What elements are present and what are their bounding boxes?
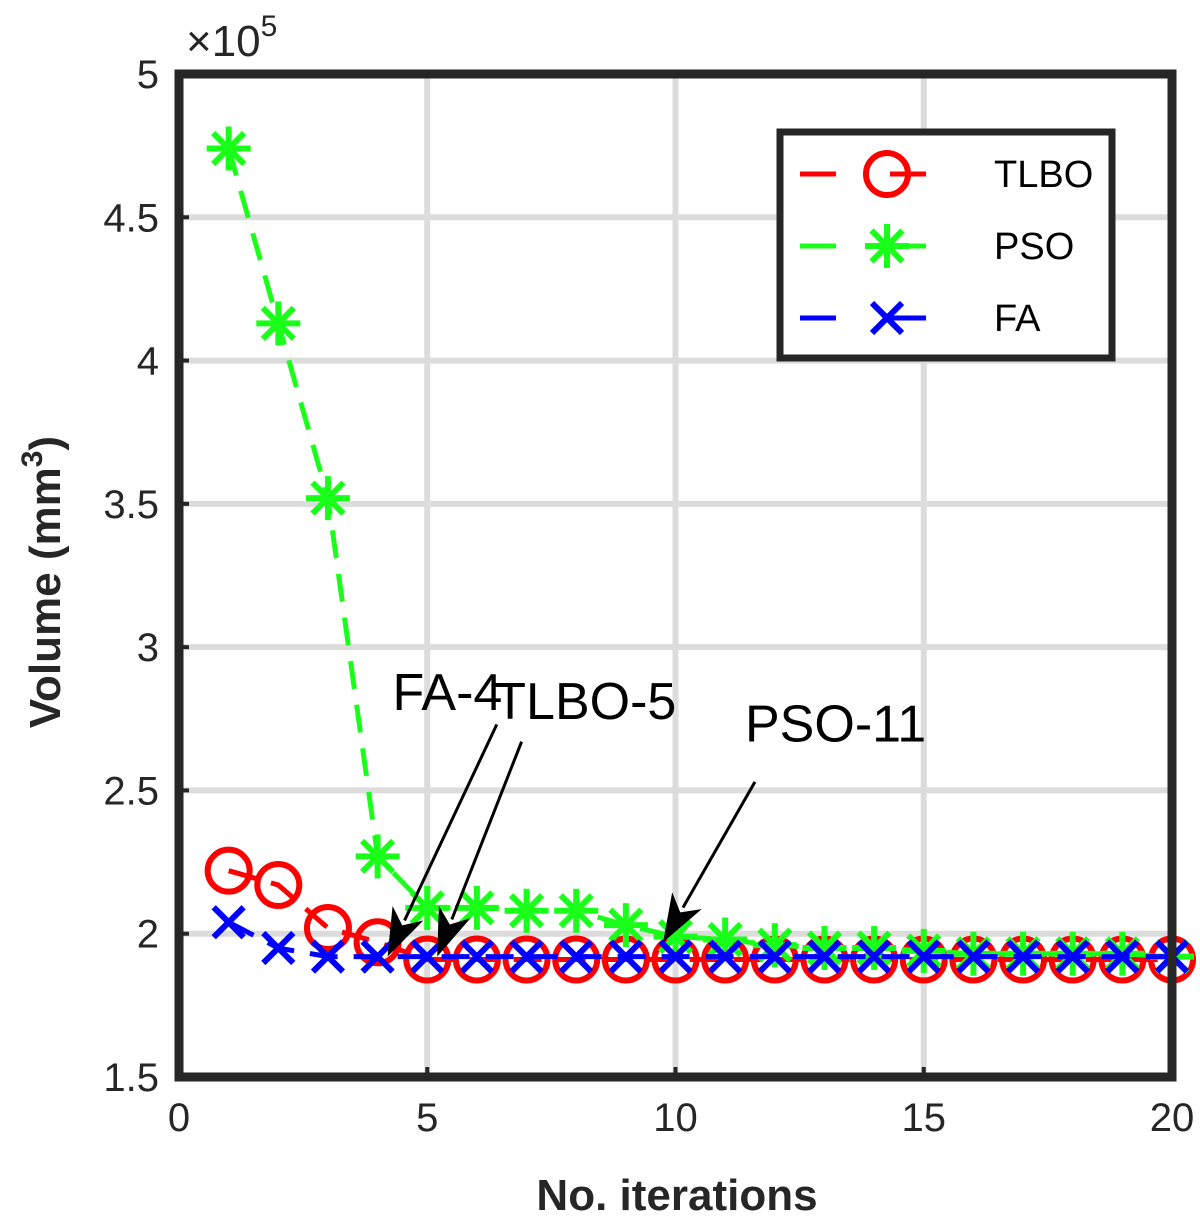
data-point-fa [956,939,991,974]
data-point-pso [355,834,400,879]
y-tick-labels: 1.5 2 2.5 3 3.5 4 4.5 5 [103,53,189,1100]
data-point-tlbo [254,860,303,909]
series-tlbo [204,846,1196,984]
annotation-label: FA-4 [392,664,502,722]
y-tick-label: 5 [137,53,159,97]
y-axis-label: Volume (mm3) [16,436,70,728]
data-point-fa [410,939,445,974]
data-point-pso [504,888,549,933]
data-point-fa [310,939,346,974]
legend: TLBO PSO FA [776,128,1116,362]
annotation-arrow-shaft [681,781,757,909]
data-point-fa [608,939,643,974]
data-point-fa [459,939,495,974]
legend-item-tlbo: TLBO [800,150,1093,198]
y-axis-label-close: ) [21,436,70,451]
multiplier-exponent: 5 [261,10,278,43]
annotation: FA-4 [387,664,502,957]
data-point-tlbo [204,846,253,895]
data-point-tlbo [403,935,452,984]
data-point-pso [305,476,350,521]
y-tick-label: 4.5 [103,196,159,240]
legend-item-fa: FA [800,298,1041,340]
x-tick-label: 10 [653,1096,698,1140]
data-point-fa [807,939,842,974]
data-point-tlbo [502,935,551,984]
legend-item-pso: PSO [800,224,1074,268]
annotation-arrow-head [437,905,471,957]
data-point-fa [1105,939,1140,974]
annotation-arrow-shaft [403,723,499,922]
y-axis-label-main: Volume (mm [21,467,70,728]
data-point-tlbo [452,935,501,984]
data-point-fa [360,939,395,974]
data-point-fa [211,905,246,940]
data-point-pso [802,926,847,971]
annotation: PSO-11 [663,696,926,943]
data-point-fa [1055,939,1090,974]
x-tick-labels: 0 5 10 15 20 [168,1067,1194,1140]
data-point-pso [554,888,599,933]
annotation-arrow-head [387,905,424,957]
annotation-arrow-shaft [450,741,523,920]
y-axis-label-superscript: 3 [16,451,49,468]
data-point-pso [206,126,251,171]
legend-label: TLBO [994,154,1093,196]
series-pso [206,126,1194,979]
data-point-pso [256,301,301,346]
data-point-fa [658,939,693,974]
data-point-fa [708,939,743,974]
x-tick-label: 0 [168,1096,190,1140]
x-tick-label: 5 [416,1096,438,1140]
data-point-fa [856,939,892,974]
x-axis-label: No. iterations [536,1171,817,1220]
x-tick-label: 15 [902,1096,947,1140]
data-point-tlbo [303,903,352,952]
data-point-pso [603,903,648,948]
legend-label: PSO [994,226,1074,268]
data-point-tlbo [552,935,601,984]
series-layer [204,126,1196,984]
multiplier-label: ×105 [186,10,277,66]
y-tick-label: 2.5 [103,769,159,813]
legend-marker [869,300,905,336]
data-point-pso [454,885,499,930]
series-line-fa [227,920,1172,960]
legend-label: FA [994,298,1041,340]
y-tick-label: 4 [137,340,159,384]
data-point-pso [901,928,946,973]
multiplier-prefix: ×10 [186,17,261,66]
x-tick-label: 20 [1150,1096,1195,1140]
data-point-fa [509,939,544,974]
annotation-label: TLBO-5 [494,673,676,731]
annotation-label: PSO-11 [745,696,926,754]
data-point-fa [757,939,792,974]
annotation-arrow-head [663,892,702,943]
data-point-fa [261,930,296,966]
annotation: TLBO-5 [437,673,676,957]
data-point-fa [906,939,941,974]
series-fa [211,905,1190,974]
data-point-fa [559,939,594,974]
legend-marker [863,150,911,198]
y-tick-label: 3.5 [103,483,159,527]
y-tick-label: 3 [137,626,159,670]
y-tick-label: 1.5 [103,1056,159,1100]
data-point-fa [1005,939,1041,974]
data-point-pso [852,926,897,971]
legend-marker [865,224,909,268]
y-tick-label: 2 [137,913,159,957]
